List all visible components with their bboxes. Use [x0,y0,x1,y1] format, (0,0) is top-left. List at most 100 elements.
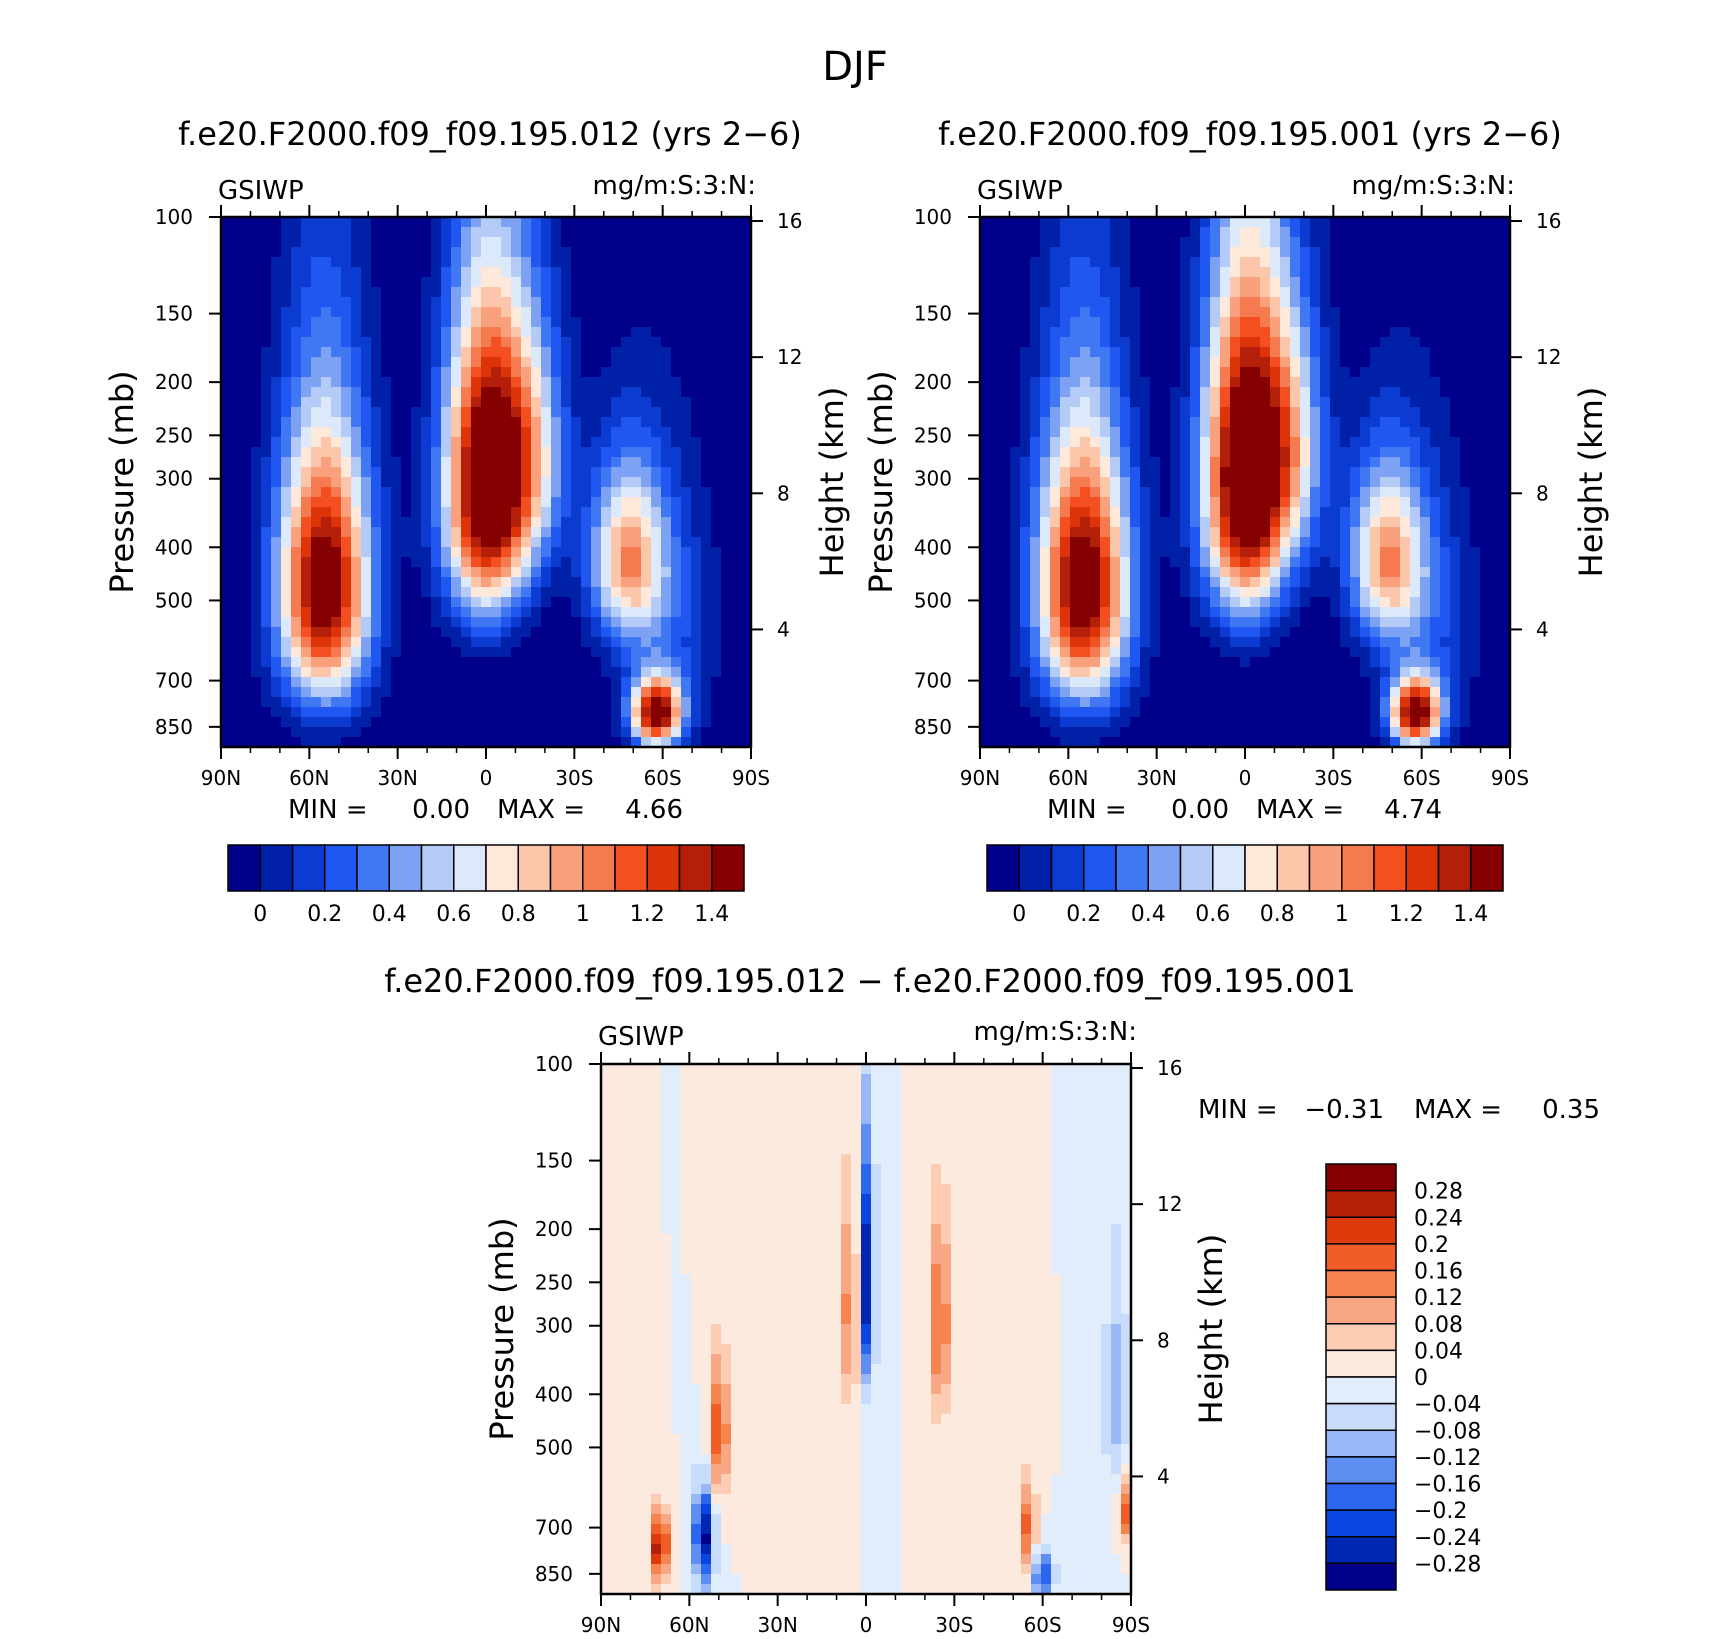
contour-cell [1140,497,1151,508]
contour-cell [561,227,572,238]
contour-cell [461,657,472,668]
contour-cell [1050,257,1061,268]
contour-cell [1070,337,1081,348]
contour-cell [1070,217,1081,228]
contour-cell [1480,457,1491,468]
contour-cell [1220,317,1231,328]
contour-cell [1130,297,1141,308]
contour-cell [311,267,322,278]
contour-cell [531,297,542,308]
contour-cell [621,317,632,328]
contour-cell [1480,467,1491,478]
contour-cell [1200,427,1211,438]
contour-cell [381,717,392,728]
contour-cell [741,717,752,728]
contour-cell [1470,507,1481,518]
contour-cell [1140,387,1151,398]
contour-cell [1140,437,1151,448]
contour-cell [1450,237,1461,248]
contour-cell [1360,347,1371,358]
contour-cell [351,687,362,698]
contour-cell [481,517,492,528]
contour-cell [1180,347,1191,358]
contour-cell [541,627,552,638]
contour-cell [1460,277,1471,288]
contour-cell [1150,497,1161,508]
contour-cell [1180,587,1191,598]
contour-cell [1340,217,1351,228]
contour-cell [1200,507,1211,518]
contour-cell [291,637,302,648]
contour-cell [261,727,272,738]
contour-cell [1020,387,1031,398]
contour-cell [1460,447,1471,458]
contour-cell [1080,517,1091,528]
contour-cell [651,717,662,728]
contour-cell [401,407,412,418]
contour-cell [1420,397,1431,408]
contour-cell [601,677,612,688]
contour-cell [391,317,402,328]
contour-cell [1010,407,1021,418]
contour-cell [1380,377,1391,388]
contour-cell [1450,457,1461,468]
contour-cell [411,507,422,518]
contour-cell [1180,417,1191,428]
contour-cell [1220,257,1231,268]
contour-cell [1040,447,1051,458]
contour-cell [1150,407,1161,418]
contour-cell [311,647,322,658]
contour-cell [361,597,372,608]
contour-cell [281,307,292,318]
contour-cell [1340,257,1351,268]
contour-cell [731,687,742,698]
contour-cell [551,437,562,448]
contour-cell [411,647,422,658]
contour-cell [701,287,712,298]
contour-cell [341,537,352,548]
contour-cell [1210,557,1221,568]
contour-cell [591,297,602,308]
contour-cell [321,237,332,248]
contour-cell [731,217,742,228]
contour-cell [351,257,362,268]
contour-cell [980,417,991,428]
contour-cell [451,267,462,278]
contour-cell [271,677,282,688]
contour-cell [401,527,412,538]
contour-cell [631,437,642,448]
contour-cell [641,547,652,558]
contour-cell [241,287,252,298]
contour-cell [491,317,502,328]
contour-cell [1120,557,1131,568]
contour-cell [541,367,552,378]
contour-cell [231,467,242,478]
contour-cell [261,527,272,538]
contour-cell [1120,297,1131,308]
contour-cell [1340,297,1351,308]
contour-cell [1110,337,1121,348]
contour-cell [641,317,652,328]
contour-cell [341,487,352,498]
contour-cell [491,247,502,258]
contour-cell [671,627,682,638]
contour-cell [361,267,372,278]
contour-cell [1140,597,1151,608]
contour-cell [1060,367,1071,378]
contour-cell [1450,487,1461,498]
contour-cell [1060,257,1071,268]
contour-cell [1500,377,1511,388]
contour-cell [321,267,332,278]
contour-cell [651,667,662,678]
contour-cell [381,377,392,388]
contour-cell [571,527,582,538]
contour-cell [501,327,512,338]
contour-cell [1500,537,1511,548]
contour-cell [231,707,242,718]
contour-cell [1300,457,1311,468]
contour-cell [1480,547,1491,558]
contour-cell [681,457,692,468]
contour-cell [711,487,722,498]
contour-cell [511,277,522,288]
contour-cell [701,507,712,518]
